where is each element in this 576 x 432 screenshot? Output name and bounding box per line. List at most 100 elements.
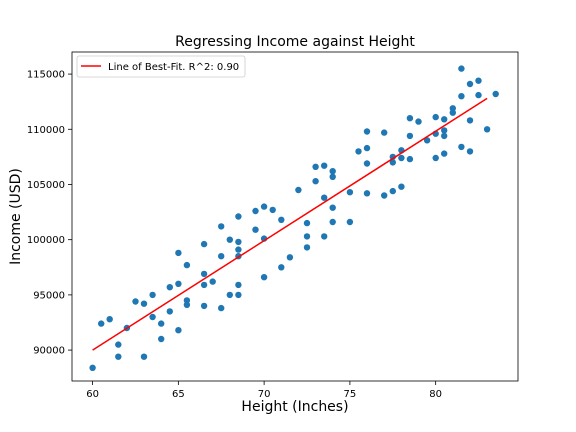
- data-point: [363, 160, 371, 167]
- best-fit-line-layer: [92, 97, 488, 351]
- data-point: [218, 304, 225, 312]
- y-axis-label: Income (USD): [8, 168, 24, 265]
- y-tick-label: 95000: [33, 290, 65, 301]
- data-point: [432, 113, 439, 121]
- data-point: [321, 162, 328, 169]
- data-point: [183, 261, 191, 269]
- data-point: [115, 353, 122, 360]
- data-point: [278, 216, 285, 223]
- data-point: [441, 132, 448, 140]
- data-point: [149, 313, 156, 321]
- data-point: [389, 187, 396, 195]
- data-point: [303, 244, 311, 251]
- data-point: [389, 159, 396, 166]
- data-point: [441, 116, 448, 123]
- x-axis-label: Height (Inches): [241, 399, 348, 415]
- y-tick-label: 115000: [27, 70, 65, 81]
- y-tick-label: 100000: [27, 235, 65, 246]
- data-point: [252, 226, 259, 233]
- data-point: [235, 291, 242, 299]
- data-point: [441, 150, 448, 157]
- data-point: [200, 240, 208, 248]
- data-point: [432, 154, 439, 162]
- data-point: [329, 173, 336, 180]
- legend-label: Line of Best-Fit. R^2: 0.90: [108, 62, 239, 73]
- data-point: [406, 115, 414, 122]
- data-point: [235, 238, 242, 246]
- data-point: [158, 320, 165, 327]
- data-point: [329, 204, 336, 211]
- data-point: [441, 127, 448, 134]
- data-point: [466, 117, 474, 124]
- legend-box: [76, 55, 246, 78]
- data-point: [458, 65, 465, 72]
- x-tick-label: 65: [172, 389, 185, 400]
- data-point: [363, 190, 371, 197]
- data-point: [235, 246, 242, 253]
- best-fit-line: [92, 97, 488, 351]
- data-point: [132, 298, 139, 305]
- data-point: [278, 264, 285, 271]
- data-point: [355, 148, 362, 155]
- data-point: [389, 153, 396, 161]
- x-tick-label: 75: [344, 389, 357, 400]
- data-point: [200, 281, 208, 289]
- plot-area: [72, 52, 518, 381]
- data-point: [329, 168, 336, 175]
- data-point: [449, 109, 456, 116]
- data-point: [346, 218, 354, 226]
- data-point: [269, 206, 276, 214]
- y-axis-ticks: 90000 95000 100000 105000 110000 115000: [27, 70, 72, 357]
- plot-frame: [71, 51, 519, 382]
- data-point: [89, 364, 96, 371]
- data-point: [492, 90, 499, 98]
- data-point: [106, 316, 113, 323]
- data-point: [226, 291, 233, 299]
- legend: Line of Best-Fit. R^2: 0.90: [76, 55, 246, 78]
- data-point: [329, 218, 336, 226]
- data-point: [260, 274, 268, 281]
- data-point: [423, 137, 431, 144]
- data-point: [260, 203, 268, 210]
- data-point: [226, 236, 233, 243]
- data-point: [363, 128, 371, 135]
- data-point: [381, 192, 388, 199]
- data-point: [98, 320, 105, 327]
- data-point: [115, 341, 122, 348]
- data-point: [458, 93, 465, 100]
- x-tick-label: 60: [86, 389, 99, 400]
- data-point: [158, 335, 165, 343]
- data-point: [175, 327, 182, 334]
- data-point: [218, 223, 225, 230]
- data-point: [466, 80, 474, 88]
- x-axis-ticks: 60 65 70 75 80: [86, 381, 442, 400]
- data-point: [166, 284, 173, 291]
- data-point: [466, 148, 474, 155]
- data-point: [295, 186, 302, 194]
- data-point: [458, 143, 465, 151]
- data-point: [483, 126, 491, 133]
- data-point: [218, 253, 225, 260]
- data-point: [200, 270, 208, 278]
- data-point: [166, 308, 173, 315]
- data-point: [406, 132, 414, 140]
- data-point: [346, 189, 354, 196]
- y-tick-label: 110000: [27, 125, 65, 136]
- data-point: [140, 353, 148, 360]
- data-point: [303, 233, 311, 240]
- data-point: [200, 302, 208, 310]
- data-point: [252, 207, 259, 215]
- data-point: [406, 155, 414, 163]
- x-tick-label: 70: [258, 389, 271, 400]
- data-point: [312, 178, 319, 185]
- y-tick-label: 105000: [27, 180, 65, 191]
- data-point: [449, 105, 456, 112]
- data-point: [363, 144, 371, 152]
- data-point: [321, 233, 328, 240]
- data-point: [286, 254, 294, 261]
- data-point: [175, 249, 182, 257]
- data-point: [415, 118, 422, 125]
- y-tick-label: 90000: [33, 346, 65, 357]
- data-point: [303, 219, 311, 227]
